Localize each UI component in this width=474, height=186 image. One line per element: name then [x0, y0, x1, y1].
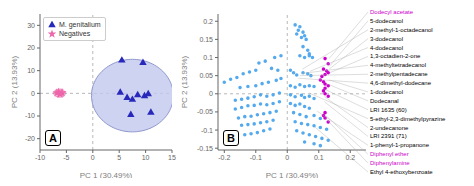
svg-text:-10: -10 — [25, 112, 35, 119]
svg-text:0.1: 0.1 — [314, 154, 324, 161]
svg-text:1,3-octadien-2-one: 1,3-octadien-2-one — [370, 53, 421, 59]
html-text:M. genitalium: M. genitalium — [59, 21, 101, 28]
svg-text:1-dodecanol: 1-dodecanol — [370, 89, 403, 95]
svg-text:0: 0 — [209, 90, 213, 97]
svg-text:2-undecanone: 2-undecanone — [370, 125, 409, 131]
svg-text:5: 5 — [117, 154, 121, 161]
svg-text:0: 0 — [31, 90, 35, 97]
svg-text:4-methyltetradecanol: 4-methyltetradecanol — [370, 62, 426, 68]
svg-text:Diphenylamine: Diphenylamine — [370, 160, 410, 166]
svg-text:0.15: 0.15 — [199, 36, 213, 43]
svg-text:10: 10 — [27, 67, 35, 74]
svg-text:Ethyl 4-ethoxybenzoate: Ethyl 4-ethoxybenzoate — [370, 169, 433, 175]
svg-text:2-methylpentadecane: 2-methylpentadecane — [370, 71, 428, 77]
svg-text:3-dodecanol: 3-dodecanol — [370, 36, 403, 42]
svg-text:PC 1 (30.49%): PC 1 (30.49%) — [266, 171, 319, 178]
svg-text:2-methyl-1-octadecanol: 2-methyl-1-octadecanol — [370, 27, 433, 33]
svg-text:0: 0 — [285, 154, 289, 161]
svg-text:-5: -5 — [63, 154, 69, 161]
svg-text:Dodecyl acetate: Dodecyl acetate — [370, 9, 414, 15]
svg-text:LRI 2391 (71): LRI 2391 (71) — [370, 133, 407, 139]
svg-text:10: 10 — [142, 154, 150, 161]
svg-text:5-dodecanol: 5-dodecanol — [370, 18, 403, 24]
svg-text:0.05: 0.05 — [199, 72, 213, 79]
svg-text:0.2: 0.2 — [203, 18, 213, 25]
svg-text:20: 20 — [27, 44, 35, 51]
svg-text:-10: -10 — [35, 154, 45, 161]
svg-text:5-ethyl-2,3-dimethylpyrazine: 5-ethyl-2,3-dimethylpyrazine — [370, 116, 446, 122]
svg-text:PC 1 (30.49%): PC 1 (30.49%) — [80, 171, 133, 178]
svg-text:-0.15: -0.15 — [197, 145, 213, 152]
svg-text:30: 30 — [27, 22, 35, 29]
svg-text:-0.1: -0.1 — [201, 127, 213, 134]
svg-text:-20: -20 — [25, 135, 35, 142]
svg-text:LRI 1635 (60): LRI 1635 (60) — [370, 107, 407, 113]
svg-text:Dodecanal: Dodecanal — [370, 98, 399, 104]
svg-text:0.1: 0.1 — [203, 54, 213, 61]
svg-text:-0.2: -0.2 — [218, 154, 230, 161]
svg-text:15: 15 — [168, 154, 176, 161]
svg-text:-0.05: -0.05 — [197, 108, 213, 115]
svg-text:Diphenyl ether: Diphenyl ether — [370, 151, 409, 157]
svg-text:4-dodecanol: 4-dodecanol — [370, 45, 403, 51]
svg-text:PC 2 (13.93%): PC 2 (13.93%) — [10, 55, 19, 108]
svg-text:0.2: 0.2 — [345, 154, 355, 161]
svg-text:4,6-dimethyl-dodecane: 4,6-dimethyl-dodecane — [370, 80, 432, 86]
svg-text:0: 0 — [91, 154, 95, 161]
svg-text:PC 2 (13.93%): PC 2 (13.93%) — [180, 55, 189, 108]
svg-text:1-phenyl-1-propanone: 1-phenyl-1-propanone — [370, 142, 430, 148]
svg-text:-0.1: -0.1 — [250, 154, 262, 161]
html-text:Negatives: Negatives — [59, 30, 91, 37]
html-text:A: A — [49, 132, 57, 144]
html-text:B: B — [227, 132, 235, 144]
